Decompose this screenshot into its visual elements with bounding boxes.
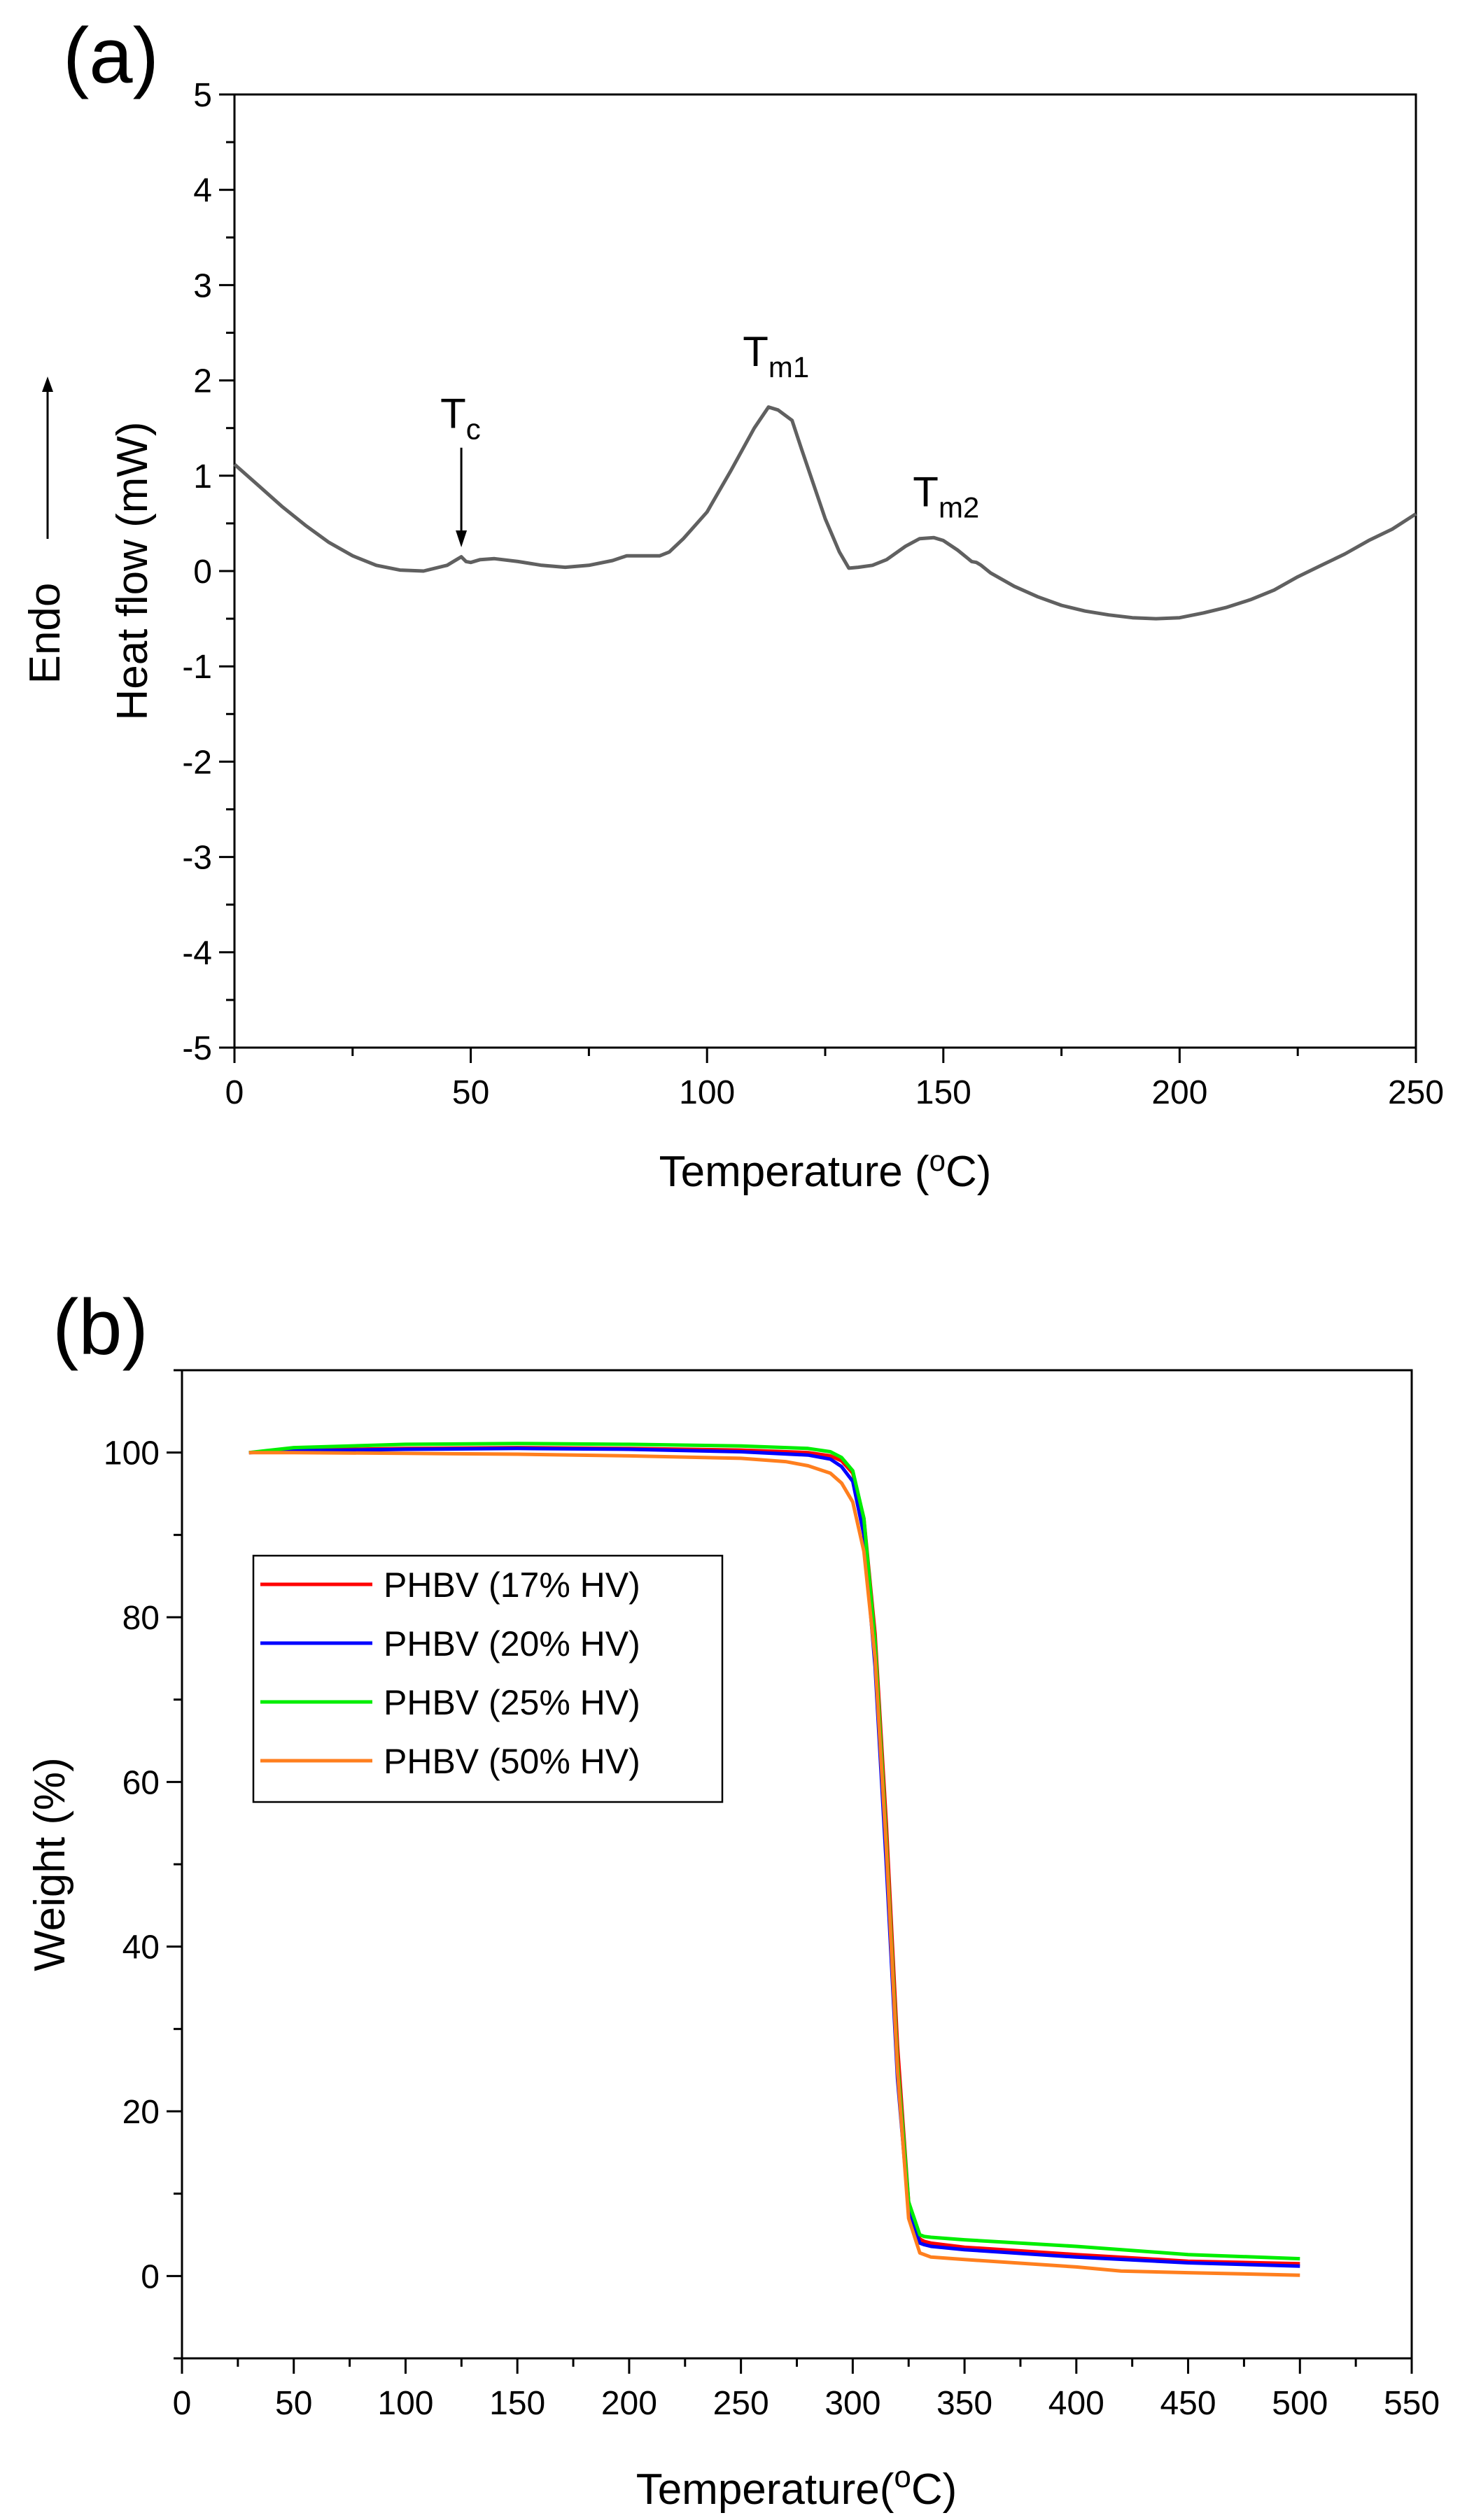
panel-b-y-tick-label: 60 xyxy=(122,1764,160,1801)
tc-arrow-head xyxy=(456,530,468,547)
panel-b-x-axis-title: Temperature(oC) xyxy=(636,2460,957,2514)
series-line-phbv50 xyxy=(248,1451,1300,2277)
panel-a-y-tick-label: 5 xyxy=(193,77,212,114)
panel-b-x-tick-label: 300 xyxy=(824,2385,880,2422)
panel-a-x-tick-label: 50 xyxy=(452,1074,489,1111)
panel-b-x-tick-label: 150 xyxy=(489,2385,545,2422)
panel-a-y-tick-label: 4 xyxy=(193,172,212,209)
panel-a-x-tick-label: 200 xyxy=(1151,1074,1207,1111)
panel-b-tga-chart: (b) 0 50 100 150 200 250 300 350 400 450 500 550 0 20… xyxy=(26,1283,1440,2514)
panel-b-y-tick-label: 100 xyxy=(104,1435,160,1472)
panel-b-x-tick-label: 0 xyxy=(173,2385,192,2422)
panel-a-y-tick-label: 0 xyxy=(193,554,212,591)
panel-b-x-tick-label: 400 xyxy=(1048,2385,1104,2422)
panel-a-y-tick-label: -4 xyxy=(182,935,212,972)
panel-a-ticks: 0 50 100 150 200 250 -5 -4 -3 -2 -1 0 1 2 3 4 5 xyxy=(182,77,1444,1111)
legend-label-phbv17: PHBV (17% HV) xyxy=(384,1565,640,1605)
dsc-heat-flow-line xyxy=(233,405,1417,621)
panel-a-y-tick-label: -2 xyxy=(182,744,212,781)
panel-b-y-tick-label: 20 xyxy=(122,2094,160,2131)
panel-a-annotations: Tc Tm1 Tm2 xyxy=(440,328,979,547)
panel-a-x-tick-label: 150 xyxy=(915,1074,971,1111)
panel-b-x-tick-label: 450 xyxy=(1160,2385,1216,2422)
panel-b-ticks: 0 50 100 150 200 250 300 350 400 450 500 550 0 20 40 60… xyxy=(104,1369,1440,2422)
panel-b-y-axis-title: Weight (%) xyxy=(26,1757,74,1971)
endo-arrow-head xyxy=(42,376,53,392)
panel-b-x-tick-label: 350 xyxy=(936,2385,992,2422)
legend-label-phbv20: PHBV (20% HV) xyxy=(384,1624,640,1663)
panel-a-y-tick-label: 1 xyxy=(193,458,212,495)
legend-label-phbv50: PHBV (50% HV) xyxy=(384,1742,640,1781)
panel-b-x-tick-label: 100 xyxy=(377,2385,433,2422)
panel-b-series xyxy=(248,1442,1300,2277)
panel-a-x-tick-label: 0 xyxy=(225,1074,244,1111)
panel-b-x-tick-label: 50 xyxy=(275,2385,312,2422)
panel-a-x-tick-label: 250 xyxy=(1388,1074,1444,1111)
panel-a-y-tick-label: -5 xyxy=(182,1030,212,1067)
panel-b-label: (b) xyxy=(52,1283,148,1371)
panel-b-y-tick-label: 0 xyxy=(141,2258,160,2295)
panel-b-x-tick-label: 200 xyxy=(601,2385,657,2422)
panel-a-x-axis-title: Temperature (oC) xyxy=(659,1144,992,1196)
panel-a-label: (a) xyxy=(63,12,159,99)
panel-b-x-tick-label: 250 xyxy=(713,2385,769,2422)
panel-b-plot-frame xyxy=(181,1369,1413,2360)
panel-a-dsc-chart: (a) 0 50 100 150 200 250 -5 -4 -3 -2 -1 0 1 2 3 4 5 Tc Tm… xyxy=(21,12,1444,1196)
legend-label-phbv25: PHBV (25% HV) xyxy=(384,1683,640,1722)
panel-b-y-tick-label: 40 xyxy=(122,1929,160,1966)
annotation-m1: Tm1 xyxy=(743,328,809,383)
annotation-c: Tc xyxy=(440,390,481,446)
legend: PHBV (17% HV) PHBV (20% HV) PHBV (25% HV) P… xyxy=(252,1554,724,1803)
panel-a-y-tick-label: 2 xyxy=(193,363,212,400)
panel-b-x-tick-label: 500 xyxy=(1272,2385,1328,2422)
panel-b-y-tick-label: 80 xyxy=(122,1600,160,1637)
series-line-phbv25 xyxy=(248,1442,1300,2261)
annotation-m2: Tm2 xyxy=(913,468,979,523)
panel-a-y-tick-label: 3 xyxy=(193,267,212,304)
panel-b-x-tick-label: 550 xyxy=(1384,2385,1440,2422)
panel-a-y-tick-label: -1 xyxy=(182,649,212,686)
panel-a-series xyxy=(233,405,1417,621)
panel-a-y-tick-label: -3 xyxy=(182,840,212,877)
panel-a-y-axis-title: Heat flow (mW) xyxy=(108,421,157,720)
endo-label: Endo xyxy=(21,583,69,684)
panel-a-x-tick-label: 100 xyxy=(679,1074,735,1111)
